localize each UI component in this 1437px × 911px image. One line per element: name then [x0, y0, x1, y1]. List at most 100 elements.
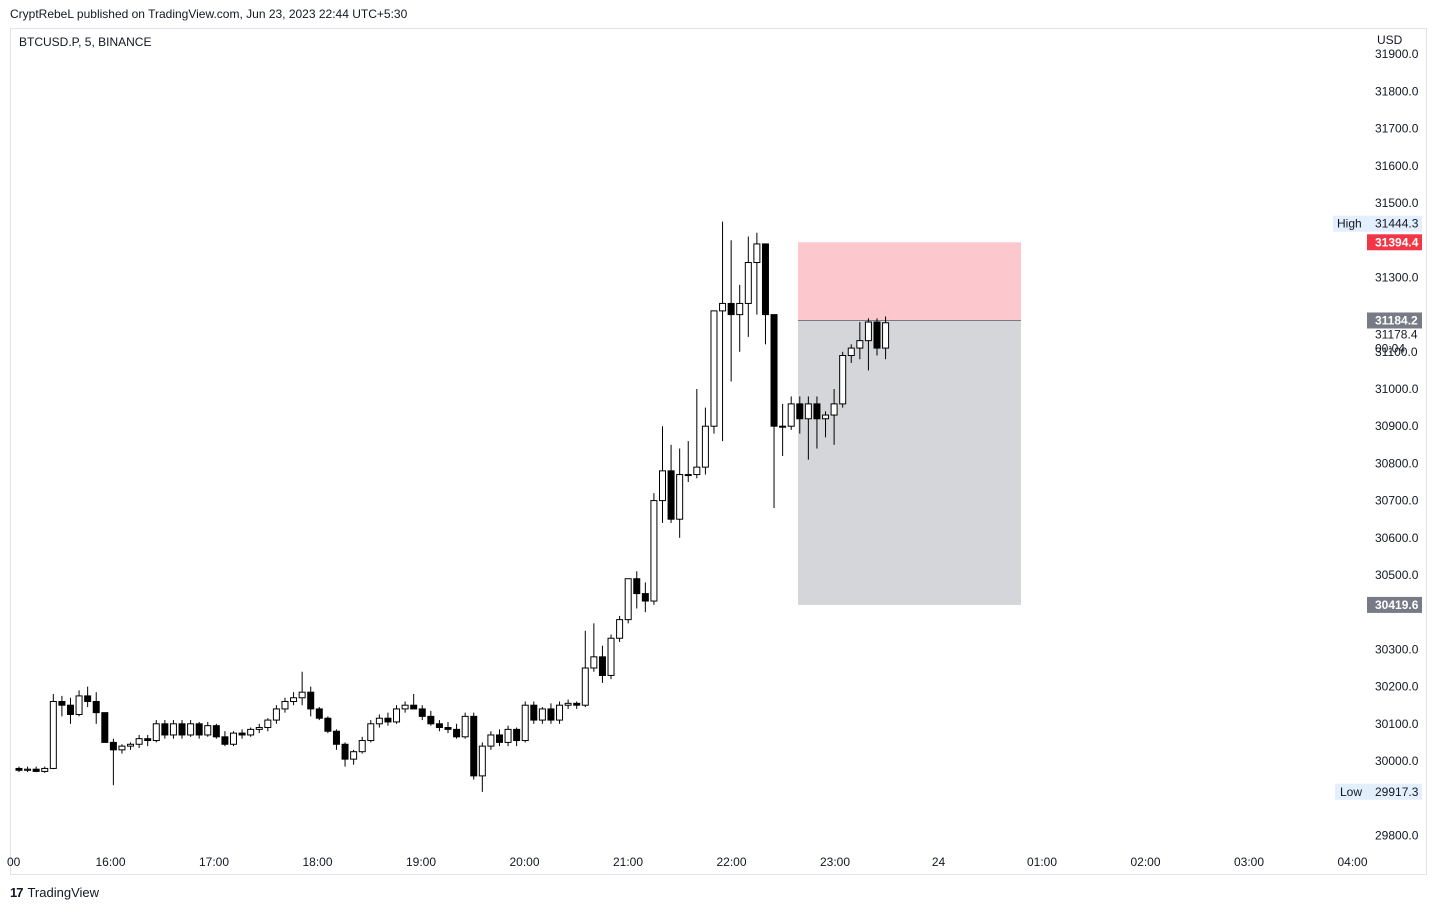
price-tick-label: 31300.0: [1375, 270, 1419, 284]
price-tick-label: 31700.0: [1375, 122, 1419, 136]
candle-up: [787, 403, 795, 427]
candle-down: [238, 732, 246, 736]
candle-down: [315, 708, 323, 719]
candle-up: [204, 725, 212, 736]
candle-countdown: 00:04: [1375, 341, 1405, 355]
candle-up: [118, 745, 126, 751]
candle-down: [178, 723, 186, 736]
candle-up: [847, 347, 855, 357]
symbol-label[interactable]: BTCUSD.P, 5, BINANCE: [19, 35, 152, 49]
candle-down: [221, 736, 229, 745]
candle-down: [633, 578, 641, 595]
candle-up: [135, 738, 143, 745]
candle-up: [187, 723, 195, 736]
price-tick-label: 30000.0: [1375, 754, 1419, 768]
candle-up: [290, 697, 298, 702]
candle-up: [676, 474, 684, 520]
high-tag-bg: [1333, 215, 1367, 232]
candle-up: [358, 740, 366, 753]
candle-down: [573, 702, 581, 706]
candle-down: [101, 712, 109, 743]
candle-up: [24, 768, 32, 771]
candle-up: [49, 700, 57, 769]
candle-up: [281, 700, 289, 710]
candle-down: [212, 725, 220, 738]
candle-down: [667, 470, 675, 520]
candle-up: [839, 355, 847, 405]
candle-down: [598, 656, 606, 676]
time-tick-label: 00: [7, 855, 21, 869]
time-tick-label: 04:00: [1337, 855, 1367, 869]
candle-up: [779, 425, 787, 428]
candle-up: [152, 723, 160, 742]
candle-up: [487, 734, 495, 747]
candle-down: [770, 314, 778, 427]
stop-price-badge-bg: [1367, 234, 1422, 251]
last-price: 31178.4: [1375, 327, 1418, 341]
price-tick-label: 30300.0: [1375, 642, 1419, 656]
candle-up: [804, 403, 812, 420]
candle-up: [169, 723, 177, 736]
candle-up: [616, 619, 624, 639]
chart-frame: [10, 28, 1427, 875]
time-tick-label: 20:00: [509, 855, 539, 869]
candle-down: [109, 741, 117, 751]
price-badges: High 31444.3 Low 29917.3 31394.4 31184.2 30419…: [1333, 215, 1422, 800]
candle-down: [84, 695, 92, 702]
candle-up: [478, 745, 486, 777]
time-tick-label: 03:00: [1234, 855, 1264, 869]
tradingview-logo-icon: 17: [10, 885, 24, 900]
candle-down: [324, 717, 332, 732]
candle-up: [693, 466, 701, 476]
price-tick-label: 30800.0: [1375, 456, 1419, 470]
price-tick-label: 30900.0: [1375, 419, 1419, 433]
candle-down: [92, 700, 100, 714]
high-value: 31444.3: [1375, 217, 1419, 231]
candles-layer: [15, 221, 890, 792]
time-tick-label: 24: [932, 855, 946, 869]
candle-down: [66, 704, 74, 716]
low-value-bg: [1367, 783, 1422, 800]
candle-down: [410, 704, 418, 710]
candle-up: [744, 262, 752, 304]
candle-up: [719, 302, 727, 312]
candle-up: [538, 708, 546, 721]
candle-up: [624, 578, 632, 621]
candle-down: [813, 403, 821, 420]
candle-up: [564, 702, 572, 706]
price-tick-label: 30200.0: [1375, 680, 1419, 694]
candle-down: [58, 700, 66, 706]
price-axis: USD 29800.0 30000.0 30100.0 30200.0 30300.0 30…: [1375, 33, 1419, 842]
target-price-badge-bg: [1367, 596, 1422, 613]
entry-price-badge: 31184.2: [1367, 312, 1422, 329]
low-value: 29917.3: [1375, 785, 1419, 799]
candle-down: [873, 321, 881, 349]
candle-up: [350, 751, 358, 760]
candle-up: [375, 717, 383, 725]
target-price-badge-text: 30419.6: [1375, 598, 1419, 612]
price-tick-label: 31500.0: [1375, 196, 1419, 210]
price-tick-label: 31000.0: [1375, 382, 1419, 396]
time-tick-label: 19:00: [406, 855, 436, 869]
candle-up: [684, 474, 692, 477]
candle-up: [461, 715, 469, 738]
price-tick-label: 30500.0: [1375, 568, 1419, 582]
candle-up: [521, 704, 529, 742]
candle-down: [495, 734, 503, 743]
price-tick-label: 30100.0: [1375, 717, 1419, 731]
candle-down: [195, 723, 203, 736]
candle-up: [736, 302, 744, 316]
candle-up: [701, 425, 709, 468]
stop-price-badge-text: 31394.4: [1375, 235, 1419, 249]
publish-info: CryptRebeL published on TradingView.com,…: [10, 7, 408, 21]
footer-brand[interactable]: 17 TradingView: [10, 885, 99, 900]
candle-down: [547, 708, 555, 721]
candle-up: [367, 723, 375, 742]
high-value-bg: [1367, 215, 1422, 232]
candle-down: [15, 767, 23, 771]
brand-name: TradingView: [27, 885, 100, 900]
candle-up: [393, 708, 401, 723]
candle-down: [761, 243, 769, 316]
time-tick-label: 01:00: [1027, 855, 1057, 869]
